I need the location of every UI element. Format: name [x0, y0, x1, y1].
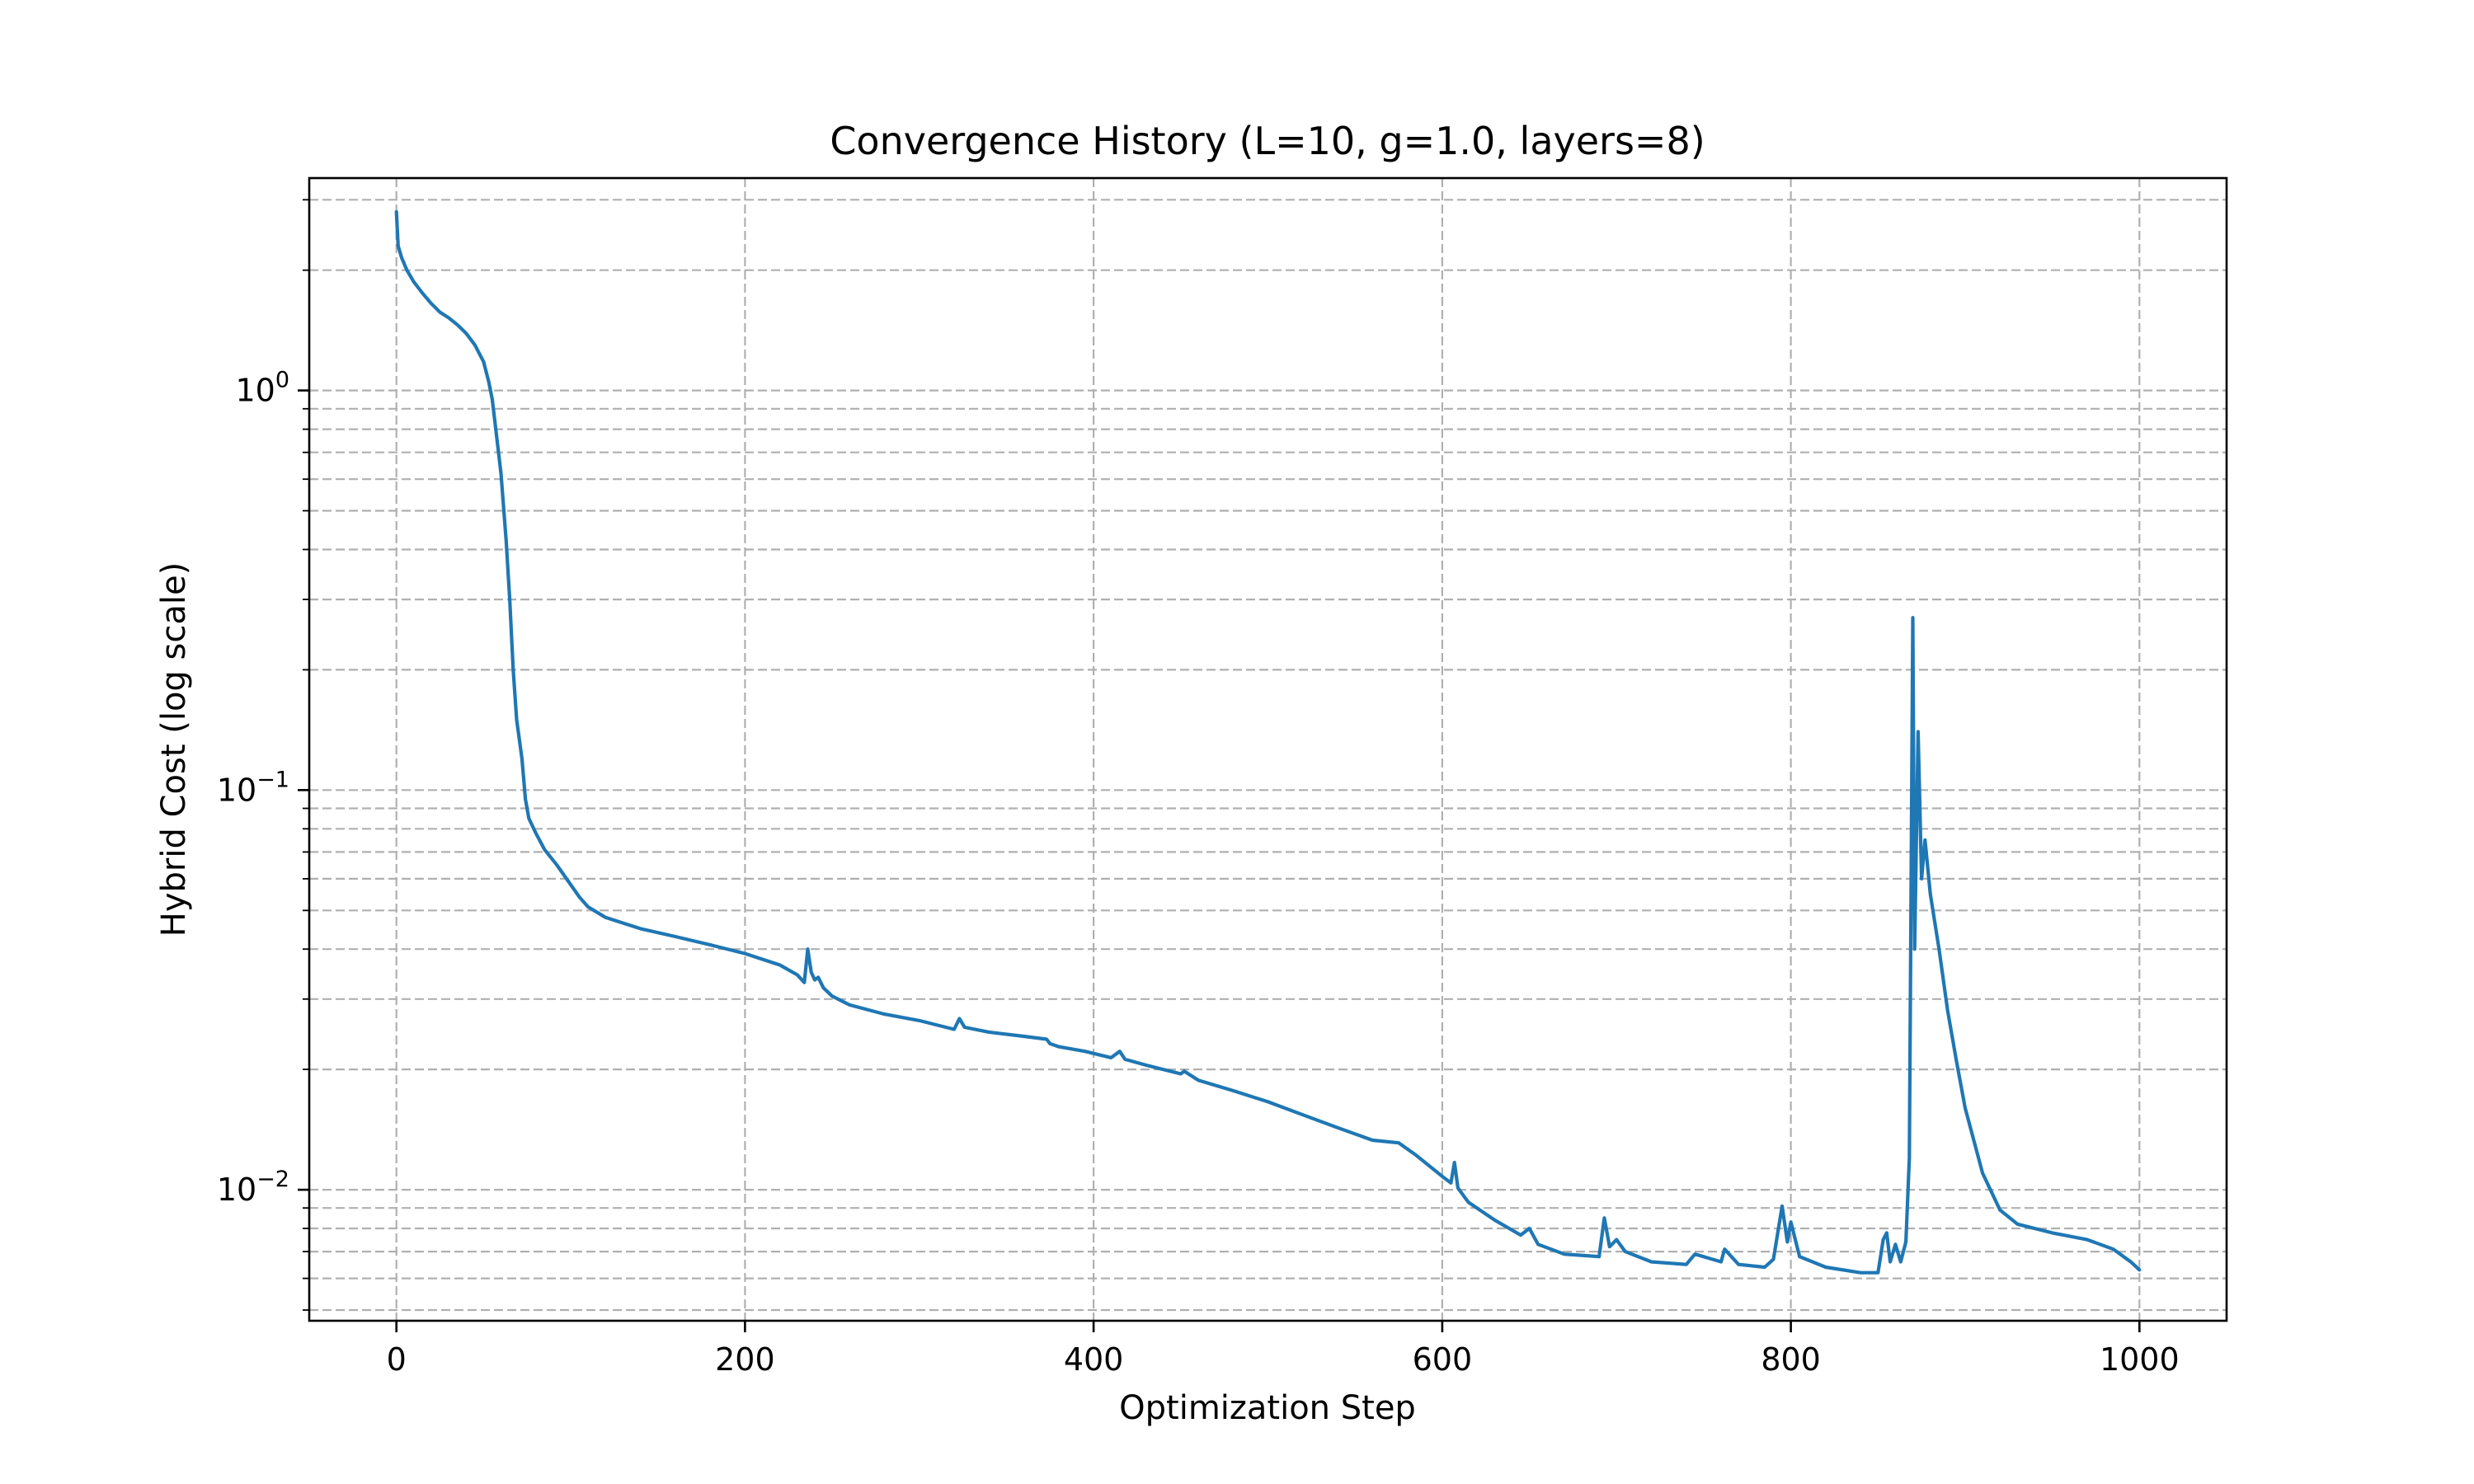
x-tick-label: 0	[387, 1341, 407, 1378]
y-tick-label: 10−2	[217, 1167, 289, 1208]
x-axis-label: Optimization Step	[1119, 1389, 1416, 1427]
x-tick-label: 1000	[2100, 1341, 2180, 1378]
series-line	[394, 209, 2142, 1275]
axis-ticks: 0 200 400 600 800 1000 100 10−1 10−2	[217, 199, 2180, 1378]
x-tick-label: 800	[1761, 1341, 1821, 1378]
x-tick-label: 400	[1064, 1341, 1124, 1378]
y-axis-label: Hybrid Cost (log scale)	[155, 562, 193, 937]
plot-area	[309, 178, 2227, 1321]
chart-title: Convergence History (L=10, g=1.0, layers…	[830, 119, 1705, 163]
x-tick-label: 200	[715, 1341, 775, 1378]
grid-lines	[309, 178, 2227, 1321]
axes-frame	[308, 176, 2228, 1322]
x-tick-label: 600	[1413, 1341, 1473, 1378]
series-lines	[394, 209, 2142, 1275]
y-tick-label: 10−1	[217, 767, 289, 808]
y-tick-label: 100	[235, 368, 289, 409]
